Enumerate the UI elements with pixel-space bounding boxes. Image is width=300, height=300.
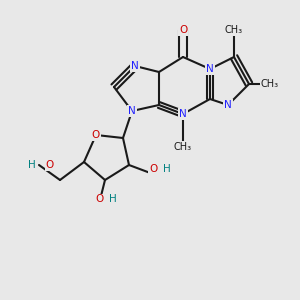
- Text: H: H: [164, 164, 171, 175]
- Text: N: N: [128, 106, 136, 116]
- Text: O: O: [95, 194, 103, 205]
- Text: H: H: [110, 194, 117, 205]
- Text: N: N: [131, 61, 139, 71]
- Text: CH₃: CH₃: [174, 142, 192, 152]
- Text: CH₃: CH₃: [225, 25, 243, 35]
- Text: N: N: [224, 100, 232, 110]
- Text: O: O: [92, 130, 100, 140]
- Text: N: N: [206, 64, 214, 74]
- Text: H: H: [28, 160, 36, 170]
- Text: CH₃: CH₃: [261, 79, 279, 89]
- Text: O: O: [179, 25, 187, 35]
- Text: N: N: [179, 109, 187, 119]
- Text: O: O: [45, 160, 54, 170]
- Text: O: O: [149, 164, 157, 175]
